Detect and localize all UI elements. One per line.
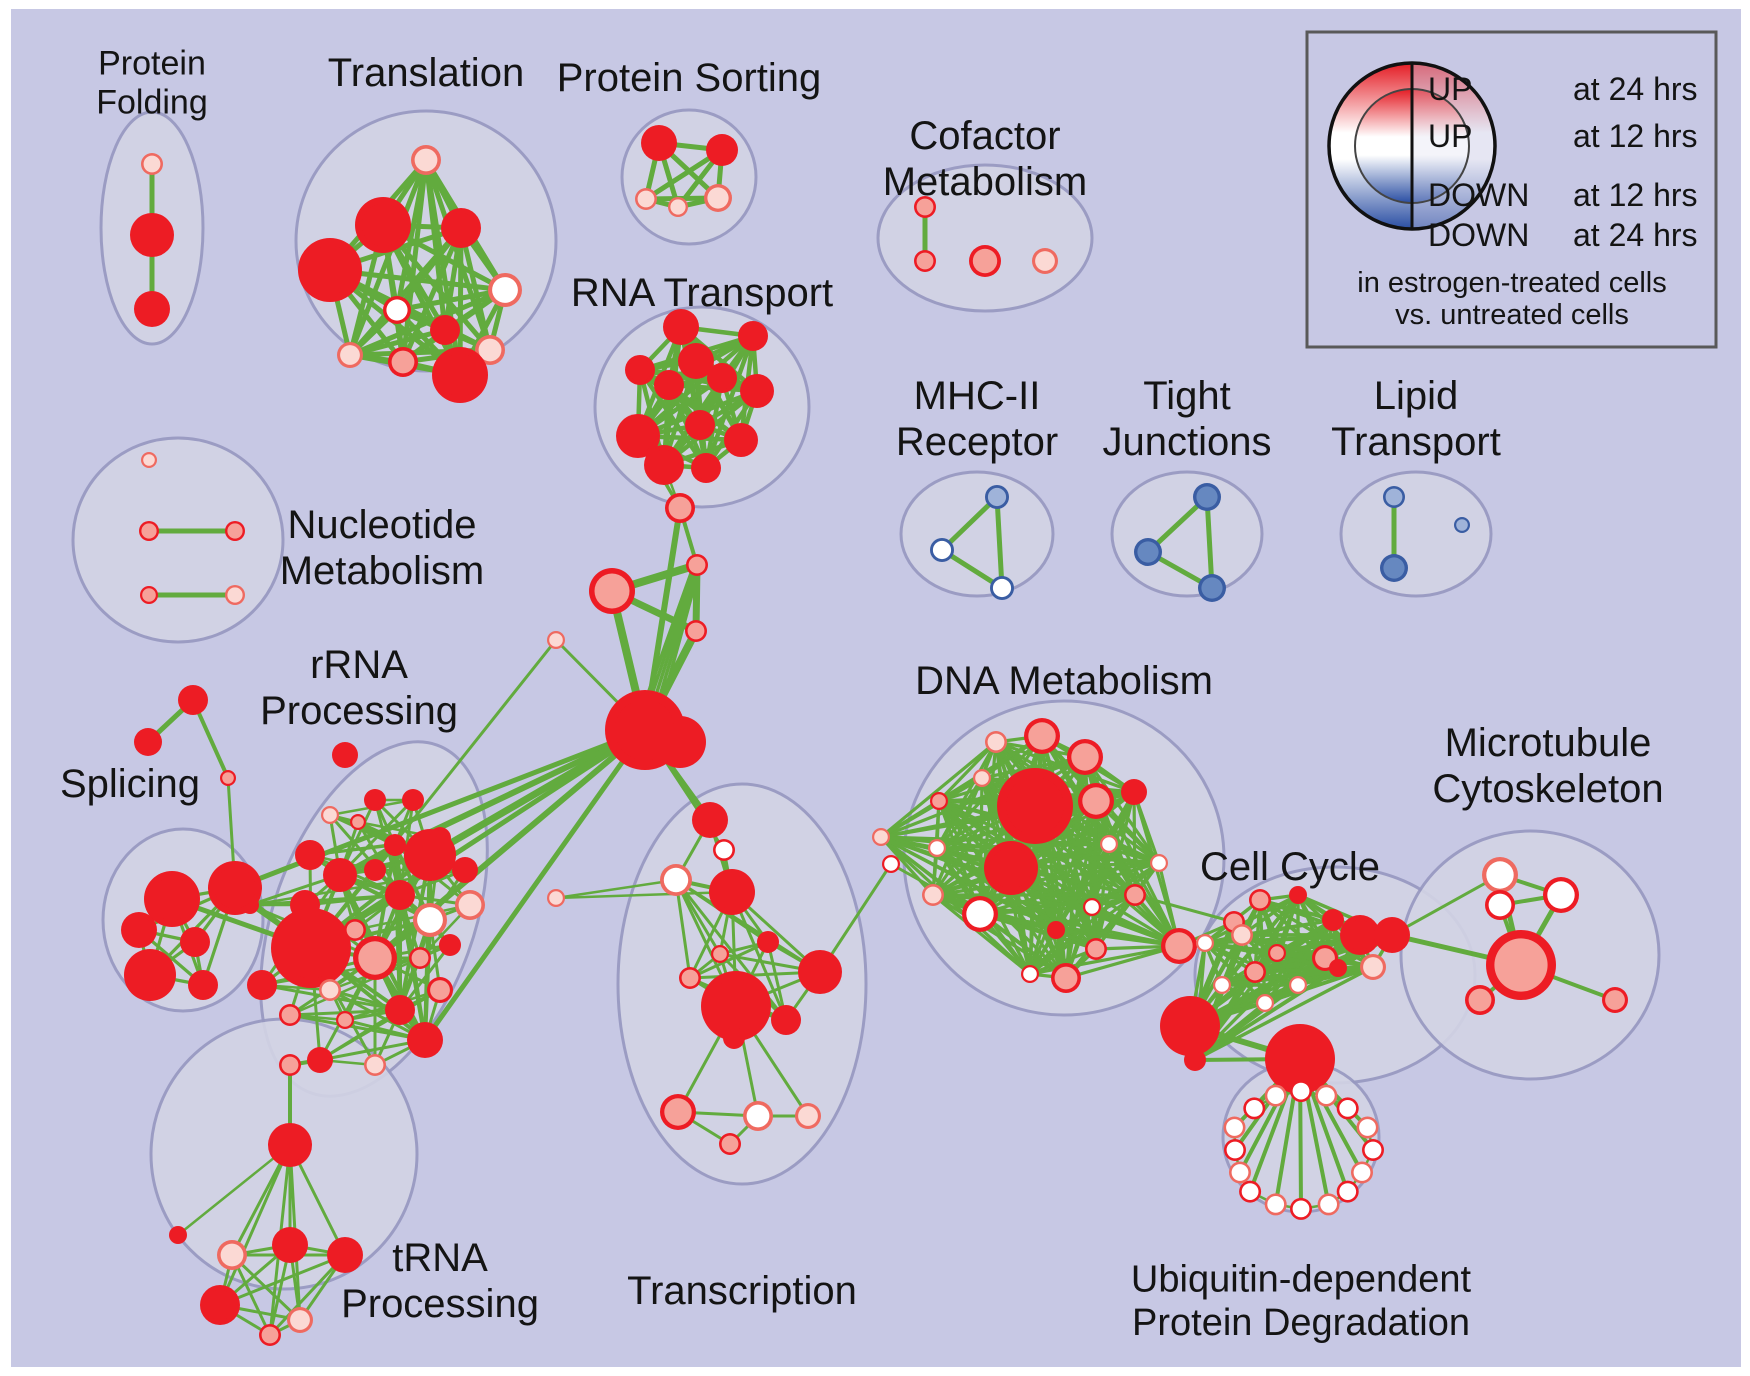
svg-text:tRNA: tRNA [392,1236,488,1280]
svg-text:Metabolism: Metabolism [280,549,485,593]
svg-text:Processing: Processing [260,689,458,733]
svg-text:Tight: Tight [1143,374,1230,418]
svg-text:Junctions: Junctions [1103,420,1272,464]
svg-text:Cytoskeleton: Cytoskeleton [1432,767,1663,811]
svg-text:at 12 hrs: at 12 hrs [1573,118,1698,154]
svg-text:DOWN: DOWN [1428,217,1529,253]
svg-text:Translation: Translation [328,51,524,95]
svg-text:DNA Metabolism: DNA Metabolism [915,659,1213,703]
svg-text:DOWN: DOWN [1428,177,1529,213]
svg-text:rRNA: rRNA [310,643,408,687]
svg-text:Splicing: Splicing [60,762,200,806]
svg-text:vs. untreated cells: vs. untreated cells [1395,299,1629,331]
svg-text:Lipid: Lipid [1374,374,1459,418]
svg-text:Folding: Folding [96,83,208,121]
svg-text:Protein Sorting: Protein Sorting [557,56,822,100]
svg-text:UP: UP [1428,71,1472,107]
svg-text:Transcription: Transcription [627,1269,857,1313]
svg-text:Protein: Protein [98,45,206,83]
svg-text:Cell Cycle: Cell Cycle [1200,845,1380,889]
svg-text:Receptor: Receptor [896,420,1058,464]
svg-text:Microtubule: Microtubule [1445,721,1652,765]
svg-text:Metabolism: Metabolism [883,160,1088,204]
svg-text:at 24 hrs: at 24 hrs [1573,71,1698,107]
svg-text:MHC-II: MHC-II [914,374,1041,418]
svg-text:at 24 hrs: at 24 hrs [1573,217,1698,253]
svg-text:Nucleotide: Nucleotide [287,503,476,547]
svg-text:Processing: Processing [341,1282,539,1326]
svg-text:in estrogen-treated cells: in estrogen-treated cells [1357,267,1667,299]
svg-text:Transport: Transport [1331,420,1501,464]
svg-text:RNA Transport: RNA Transport [571,271,833,315]
svg-text:UP: UP [1428,118,1472,154]
svg-text:Ubiquitin-dependent: Ubiquitin-dependent [1131,1259,1472,1301]
svg-text:at 12 hrs: at 12 hrs [1573,177,1698,213]
svg-text:Protein Degradation: Protein Degradation [1132,1302,1470,1344]
svg-text:Cofactor: Cofactor [909,114,1060,158]
